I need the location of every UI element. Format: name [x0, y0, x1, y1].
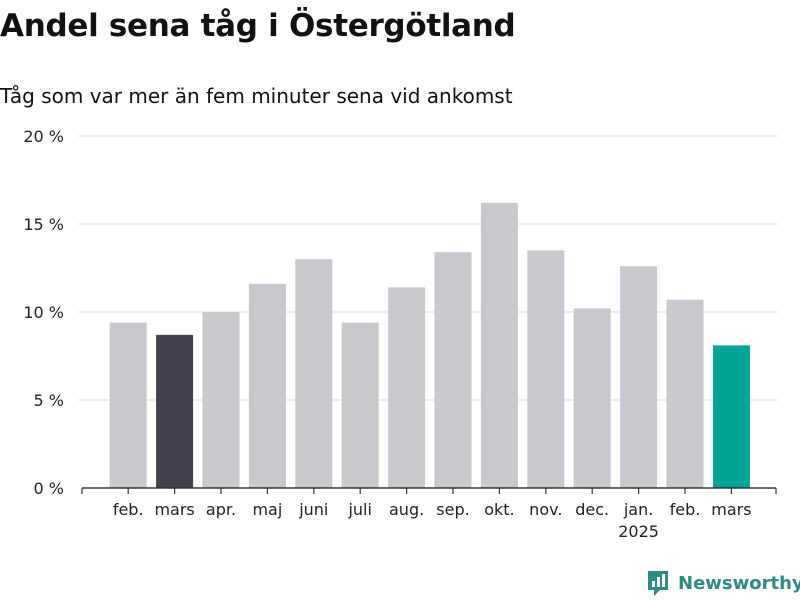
bar [388, 287, 426, 488]
x-tick-label: feb. [670, 500, 701, 519]
x-tick-label: feb. [113, 500, 144, 519]
bar [434, 252, 472, 488]
bar [480, 202, 518, 488]
bar [666, 299, 704, 488]
x-tick-label: juni [298, 500, 328, 519]
bar [248, 283, 286, 488]
x-tick-label: maj [252, 500, 282, 519]
x-tick-label: aug. [389, 500, 424, 519]
bar [295, 259, 333, 488]
newsworthy-brand: Newsworthy [646, 569, 800, 597]
bar [527, 250, 565, 488]
x-tick-label: mars [711, 500, 751, 519]
y-tick-label: 0 % [34, 479, 64, 498]
x-tick-label: mars [154, 500, 194, 519]
y-tick-label: 15 % [23, 215, 64, 234]
bar [573, 308, 611, 488]
bar [202, 312, 240, 488]
x-tick-label: apr. [206, 500, 236, 519]
x-tick-label: jan. [623, 500, 653, 519]
bar [109, 322, 147, 488]
x-tick-label: juli [347, 500, 371, 519]
bar [712, 345, 750, 488]
bar [156, 334, 194, 488]
newsworthy-logo-icon [648, 571, 668, 596]
y-tick-label: 10 % [23, 303, 64, 322]
y-tick-label: 20 % [23, 127, 64, 146]
y-tick-label: 5 % [34, 391, 64, 410]
brand-name: Newsworthy [678, 572, 800, 594]
x-tick-year-label: 2025 [618, 522, 659, 541]
x-tick-label: nov. [529, 500, 562, 519]
x-tick-label: sep. [436, 500, 469, 519]
chart-title: Andel sena tåg i Östergötland [0, 8, 516, 44]
chart-subtitle: Tåg som var mer än fem minuter sena vid … [0, 84, 513, 108]
bar [620, 266, 658, 488]
x-tick-label: okt. [484, 500, 514, 519]
x-tick-label: dec. [575, 500, 609, 519]
bar [341, 322, 379, 488]
